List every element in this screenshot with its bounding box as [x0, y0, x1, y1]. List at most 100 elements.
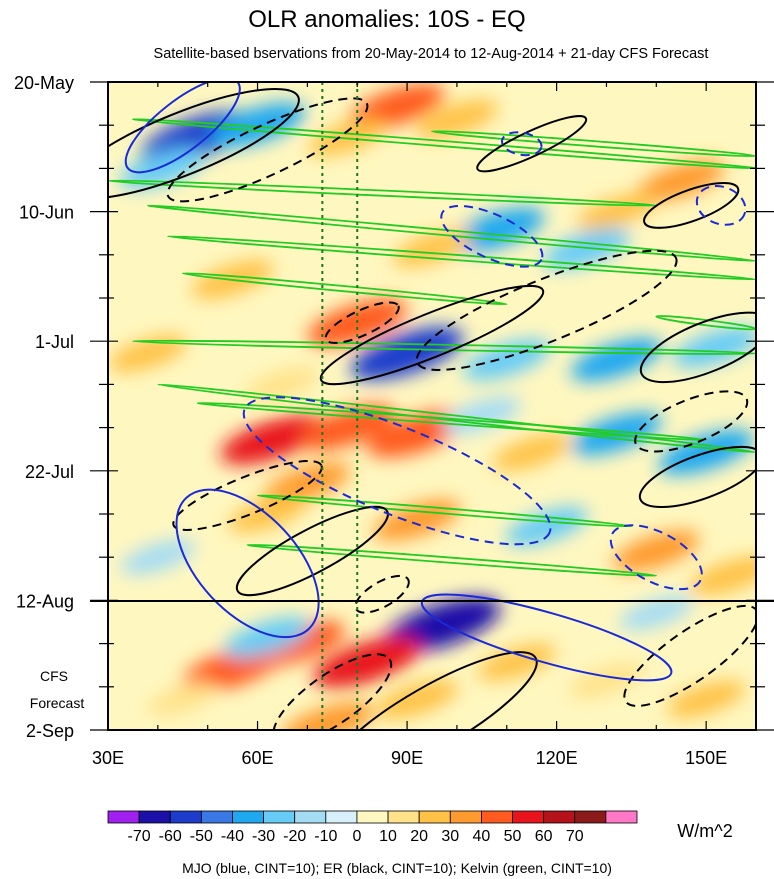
y-tick-label: 12-Aug: [16, 591, 74, 611]
x-axis-ticks: 30E 60E 90E 120E 150E: [92, 82, 757, 768]
anomaly-blob: [672, 326, 756, 368]
anomaly-blob: [463, 339, 551, 381]
anomaly-blob: [308, 119, 387, 156]
anomaly-blob: [637, 160, 725, 202]
colorbar-swatch: [543, 810, 576, 824]
colorbar-label: -70: [128, 828, 151, 845]
colorbar-swatch: [605, 810, 638, 824]
colorbar-swatch: [574, 810, 607, 824]
colorbar-swatch: [356, 810, 389, 824]
er-contours: [108, 87, 756, 730]
er-contour: [172, 460, 323, 531]
kelvin-contour: [132, 339, 756, 355]
anomaly-blob: [182, 644, 283, 692]
colorbar-label: -60: [159, 828, 182, 845]
plot-area: [108, 82, 756, 730]
mjo-contour: [609, 524, 703, 591]
colorbar-label: 50: [504, 828, 522, 845]
colorbar-label: 40: [473, 828, 491, 845]
anomaly-blob: [367, 410, 467, 458]
anomaly-blob: [312, 636, 422, 688]
forecast-label-line2: Forecast: [30, 695, 85, 711]
mjo-contour: [242, 396, 552, 546]
er-contour: [108, 87, 300, 200]
er-contour: [166, 97, 369, 203]
colorbar-swatch: [294, 810, 327, 824]
x-tick-label: 60E: [242, 748, 274, 768]
kelvin-contour: [181, 272, 508, 306]
anomaly-blob: [224, 616, 311, 658]
y-axis-ticks: 20-May 10-Jun 1-Jul 22-Jul 12-Aug 2-Sep: [14, 73, 774, 741]
colorbar-label: -20: [283, 828, 306, 845]
chart-title: OLR anomalies: 10S - EQ: [248, 6, 525, 33]
y-tick-label: 2-Sep: [26, 721, 74, 741]
colorbar-swatch: [263, 810, 296, 824]
er-contour: [638, 445, 756, 509]
colorbar-swatch: [418, 810, 451, 824]
plot-frame: [107, 81, 757, 731]
x-tick-label: 90E: [391, 748, 423, 768]
anomaly-blob: [392, 230, 472, 268]
mjo-contour: [440, 204, 544, 268]
colorbar-label: 10: [379, 828, 397, 845]
anomaly-blob: [689, 556, 756, 596]
kelvin-contour: [256, 494, 633, 528]
x-tick-label: 30E: [92, 748, 124, 768]
er-contour: [639, 311, 756, 384]
colorbar-label: 20: [410, 828, 428, 845]
anomaly-blob: [281, 702, 373, 730]
mjo-contour: [500, 131, 543, 157]
er-contour: [235, 505, 389, 597]
colorbar-label: -40: [221, 828, 244, 845]
colorbar-swatch: [481, 810, 513, 824]
anomaly-blob: [505, 506, 588, 546]
x-tick-label: 150E: [685, 748, 727, 768]
y-tick-label: 22-Jul: [25, 462, 74, 482]
anomaly-blob: [619, 595, 694, 631]
er-contour: [319, 284, 545, 386]
colorbar-label: -50: [190, 828, 213, 845]
er-contour: [634, 390, 749, 453]
anomaly-blob: [108, 335, 188, 372]
forecast-label-line1: CFS: [40, 668, 68, 684]
y-tick-label: 20-May: [14, 73, 74, 93]
kelvin-contour: [246, 543, 658, 577]
mjo-contour: [695, 185, 747, 226]
anomaly-blob: [492, 433, 571, 471]
colorbar-label: -30: [252, 828, 275, 845]
colorbar-swatch: [138, 810, 171, 824]
anomaly-blob: [375, 679, 459, 719]
kelvin-contour: [196, 401, 708, 442]
er-contour: [326, 651, 538, 730]
colorbar-swatch: [512, 810, 545, 824]
er-contour: [354, 574, 410, 614]
anomaly-blob: [350, 327, 464, 381]
x-tick-label: 120E: [536, 748, 578, 768]
anomaly-blob: [577, 193, 656, 231]
anomaly-blob: [666, 680, 746, 718]
anomaly-blob: [220, 415, 325, 465]
colorbar-label: 30: [441, 828, 459, 845]
colorbar-swatch: [449, 810, 482, 824]
colorbar-swatch: [387, 810, 420, 824]
y-tick-label: 10-Jun: [19, 203, 74, 223]
chart-subtitle: Satellite-based bservations from 20-May-…: [154, 46, 709, 62]
anomaly-blob: [415, 99, 499, 139]
anomaly-blob: [449, 207, 545, 253]
er-contour: [623, 604, 756, 707]
kelvin-contour: [132, 117, 756, 170]
anomaly-blob: [120, 539, 195, 575]
anomaly-blob: [569, 663, 644, 699]
colorbar-swatch: [325, 810, 358, 824]
kelvin-contour: [146, 204, 756, 262]
colorbar-swatch: [107, 810, 140, 824]
er-contour: [324, 301, 400, 344]
legend-caption: MJO (blue, CINT=10); ER (black, CINT=10)…: [182, 860, 612, 876]
y-tick-label: 1-Jul: [35, 332, 74, 352]
anomaly-blob: [209, 102, 306, 148]
er-contour: [643, 182, 740, 229]
anomaly-blob: [612, 530, 700, 572]
anomaly-blob: [373, 499, 461, 541]
anomaly-blob: [119, 147, 207, 189]
